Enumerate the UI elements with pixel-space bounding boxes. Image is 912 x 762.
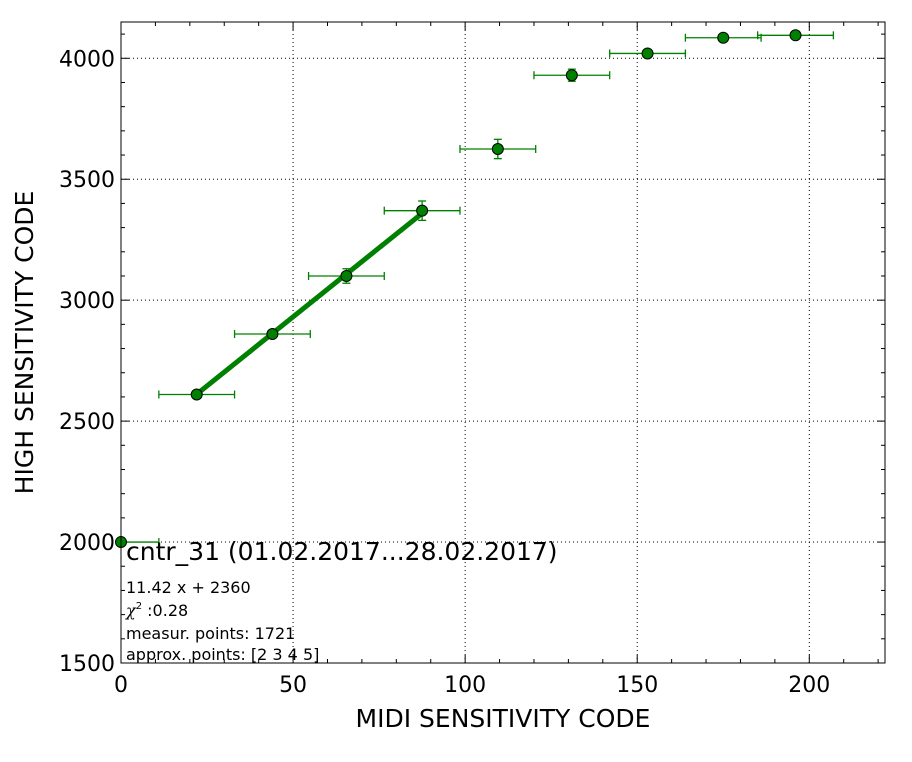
y-tick-label: 4000: [59, 47, 115, 72]
chi-value: :0.28: [142, 601, 188, 620]
chi-superscript: 2: [136, 601, 142, 612]
data-point: [491, 142, 504, 155]
fit-line-group: [195, 211, 424, 397]
error-bars: [121, 31, 835, 547]
annotation-chi-square: χ2 :0.28: [125, 601, 188, 620]
y-axis-label: HIGH SENSITIVITY CODE: [10, 191, 39, 495]
x-tick-label: 150: [616, 673, 658, 698]
y-tick-label: 2000: [59, 531, 115, 556]
data-point: [641, 47, 654, 60]
y-tick-label: 2500: [59, 410, 115, 435]
data-point: [789, 29, 802, 42]
data-point: [416, 204, 429, 217]
major-ticks: [120, 22, 885, 664]
annotation-block: cntr_31 (01.02.2017...28.02.2017) 11.42 …: [125, 537, 558, 664]
chi-symbol: χ: [125, 601, 137, 620]
x-tick-label: 50: [279, 673, 307, 698]
x-axis-label: MIDI SENSITIVITY CODE: [356, 704, 651, 733]
y-tick-label: 3500: [59, 168, 115, 193]
x-tick-labels: 0 50 100 150 200: [114, 673, 830, 698]
data-point: [190, 388, 203, 401]
y-tick-label: 1500: [59, 652, 115, 677]
y-tick-label: 3000: [59, 289, 115, 314]
annotation-title: cntr_31 (01.02.2017...28.02.2017): [126, 537, 558, 566]
data-point: [266, 328, 279, 341]
grid-lines: [121, 22, 885, 663]
x-tick-label: 100: [444, 673, 486, 698]
data-points: [115, 29, 802, 549]
plot-frame: [120, 21, 886, 664]
x-tick-label: 0: [114, 673, 128, 698]
x-tick-label: 200: [788, 673, 830, 698]
data-point: [340, 269, 353, 282]
minor-ticks: [121, 22, 885, 663]
annotation-measur-points: measur. points: 1721: [126, 624, 295, 643]
annotation-approx-points: approx. points: [2 3 4 5]: [126, 645, 319, 664]
y-tick-labels: 1500 2000 2500 3000 3500 4000: [59, 47, 115, 677]
annotation-equation: 11.42 x + 2360: [126, 578, 251, 597]
data-point: [717, 31, 730, 44]
fit-line: [195, 211, 424, 397]
data-point: [565, 69, 578, 82]
